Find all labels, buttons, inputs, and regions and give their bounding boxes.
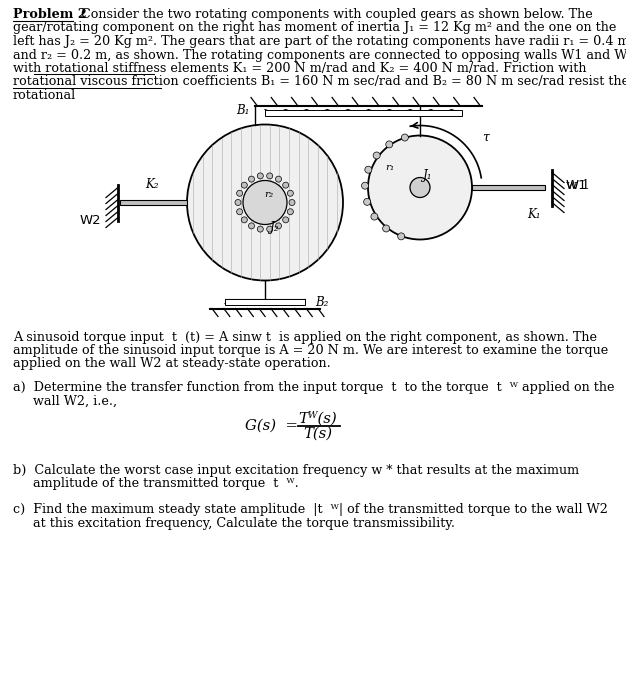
Circle shape bbox=[287, 209, 294, 215]
Text: rotational: rotational bbox=[13, 89, 76, 102]
Bar bbox=[472, 185, 545, 190]
Circle shape bbox=[382, 225, 389, 232]
Text: with rotational stiffness elements K₁ = 200 N m/rad and K₂ = 400 N m/rad. Fricti: with rotational stiffness elements K₁ = … bbox=[13, 62, 587, 75]
Text: J₁: J₁ bbox=[423, 169, 433, 182]
Bar bbox=[225, 298, 305, 304]
Circle shape bbox=[241, 217, 247, 223]
Circle shape bbox=[267, 226, 273, 232]
Text: W2: W2 bbox=[80, 214, 101, 227]
Text: B₂: B₂ bbox=[315, 296, 329, 309]
Circle shape bbox=[289, 199, 295, 206]
Circle shape bbox=[257, 226, 264, 232]
Text: A sinusoid torque input  t  (t) = A sinw t  is applied on the right component, a: A sinusoid torque input t (t) = A sinw t… bbox=[13, 330, 597, 344]
Circle shape bbox=[275, 176, 282, 182]
Circle shape bbox=[187, 125, 343, 281]
Circle shape bbox=[410, 178, 430, 197]
Circle shape bbox=[283, 182, 289, 188]
Circle shape bbox=[249, 223, 255, 229]
Bar bbox=[265, 109, 462, 116]
Text: Problem 2: Problem 2 bbox=[13, 8, 87, 21]
Circle shape bbox=[283, 217, 289, 223]
Text: wall W2, i.e.,: wall W2, i.e., bbox=[13, 395, 117, 407]
Text: Tᵂ(s): Tᵂ(s) bbox=[299, 411, 337, 425]
Circle shape bbox=[287, 190, 294, 196]
Text: K₁: K₁ bbox=[527, 207, 541, 220]
Circle shape bbox=[368, 136, 472, 239]
Text: G(s)  =: G(s) = bbox=[245, 419, 298, 433]
Circle shape bbox=[249, 176, 255, 182]
Text: rotational viscous friction coefficients B₁ = 160 N m sec/rad and B₂ = 80 N m se: rotational viscous friction coefficients… bbox=[13, 76, 626, 88]
Circle shape bbox=[237, 209, 243, 215]
Text: gear/rotating component on the right has moment of inertia J₁ = 12 Kg m² and the: gear/rotating component on the right has… bbox=[13, 22, 617, 34]
Text: and r₂ = 0.2 m, as shown. The rotating components are connected to opposing wall: and r₂ = 0.2 m, as shown. The rotating c… bbox=[13, 48, 626, 62]
Circle shape bbox=[362, 182, 369, 189]
Text: r₂: r₂ bbox=[264, 190, 274, 199]
Circle shape bbox=[365, 166, 372, 173]
Circle shape bbox=[235, 199, 241, 206]
Text: T(s): T(s) bbox=[304, 427, 332, 441]
Text: applied on the wall W2 at steady-state operation.: applied on the wall W2 at steady-state o… bbox=[13, 358, 331, 370]
Text: τ: τ bbox=[482, 131, 489, 144]
Text: r₁: r₁ bbox=[386, 163, 394, 172]
Text: J₂: J₂ bbox=[270, 221, 280, 234]
Circle shape bbox=[373, 152, 380, 159]
Text: left has J₂ = 20 Kg m². The gears that are part of the rotating components have : left has J₂ = 20 Kg m². The gears that a… bbox=[13, 35, 626, 48]
Circle shape bbox=[386, 141, 393, 148]
Text: Consider the two rotating components with coupled gears as shown below. The: Consider the two rotating components wit… bbox=[73, 8, 593, 21]
Circle shape bbox=[371, 213, 378, 220]
Circle shape bbox=[398, 233, 404, 240]
Circle shape bbox=[275, 223, 282, 229]
Text: w 1: w 1 bbox=[566, 179, 590, 192]
Circle shape bbox=[364, 198, 371, 205]
Text: c)  Find the maximum steady state amplitude  |t  ᵂ| of the transmitted torque to: c) Find the maximum steady state amplitu… bbox=[13, 503, 608, 516]
Text: a)  Determine the transfer function from the input torque  t  to the torque  t  : a) Determine the transfer function from … bbox=[13, 381, 615, 394]
Circle shape bbox=[241, 182, 247, 188]
Text: K₂: K₂ bbox=[145, 178, 159, 190]
Circle shape bbox=[401, 134, 408, 141]
Text: amplitude of the sinusoid input torque is A = 20 N m. We are interest to examine: amplitude of the sinusoid input torque i… bbox=[13, 344, 608, 357]
Text: W1: W1 bbox=[566, 179, 588, 192]
Circle shape bbox=[243, 181, 287, 225]
Circle shape bbox=[267, 173, 273, 179]
Text: at this excitation frequency, Calculate the torque transmissibility.: at this excitation frequency, Calculate … bbox=[13, 517, 455, 529]
Bar bbox=[120, 200, 187, 205]
Circle shape bbox=[257, 173, 264, 179]
Circle shape bbox=[237, 190, 243, 196]
Text: B₁: B₁ bbox=[237, 104, 250, 117]
Text: amplitude of the transmitted torque  t  ᵂ.: amplitude of the transmitted torque t ᵂ. bbox=[13, 477, 299, 491]
Text: b)  Calculate the worst case input excitation frequency w * that results at the : b) Calculate the worst case input excita… bbox=[13, 464, 579, 477]
